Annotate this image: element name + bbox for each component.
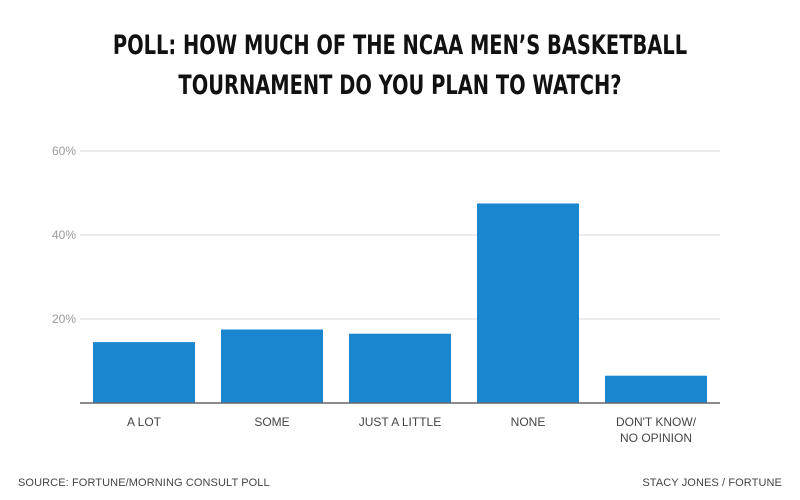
chart-title: POLL: HOW MUCH OF THE NCAA MEN’S BASKETB… — [112, 26, 688, 106]
bar-0 — [93, 342, 195, 403]
y-tick-label-40: 40% — [52, 228, 76, 242]
bar-3 — [477, 203, 579, 403]
chart-title-line-1: POLL: HOW MUCH OF THE NCAA MEN’S BASKETB… — [112, 30, 688, 61]
x-category-label-1: SOME — [254, 415, 289, 429]
y-tick-label-20: 20% — [52, 312, 76, 326]
bar-4 — [605, 375, 707, 403]
source-note: SOURCE: FORTUNE/MORNING CONSULT POLL — [18, 477, 270, 489]
bar-2 — [349, 333, 451, 403]
x-category-label-2: JUST A LITTLE — [359, 415, 441, 429]
x-category-label-4-line-0: DON'T KNOW/ — [616, 415, 697, 429]
bar-1 — [221, 329, 323, 403]
credit-note: STACY JONES / FORTUNE — [642, 477, 782, 489]
x-category-label-3: NONE — [511, 415, 546, 429]
x-category-label-0: A LOT — [127, 415, 162, 429]
x-category-label-4-line-1: NO OPINION — [620, 431, 692, 445]
y-tick-label-60: 60% — [52, 144, 76, 158]
chart-title-line-2: TOURNAMENT DO YOU PLAN TO WATCH? — [178, 70, 622, 101]
